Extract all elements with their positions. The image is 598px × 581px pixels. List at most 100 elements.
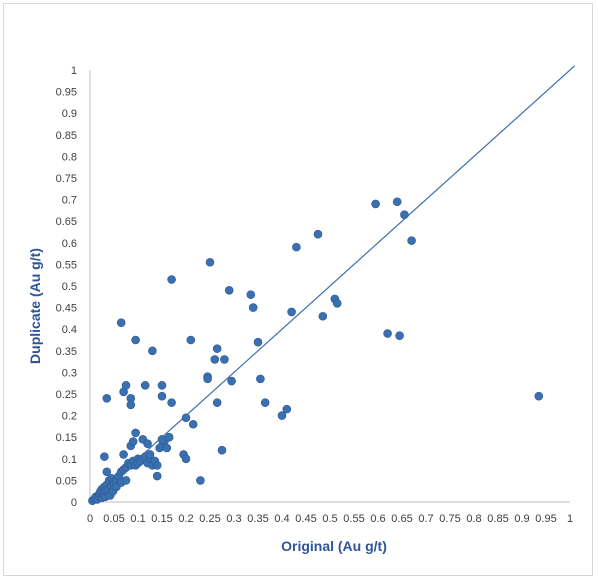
data-point: [143, 439, 152, 448]
x-tick-label: 0.5: [322, 513, 337, 525]
y-tick-label: 0.9: [62, 108, 77, 120]
y-tick-labels: 0 0.05 0.1 0.15 0.2 0.25 0.3 0.35 0.4 0.45 0.5 0.55…: [56, 65, 77, 509]
data-point: [148, 346, 157, 356]
data-point: [157, 391, 167, 401]
data-point: [318, 311, 328, 321]
y-tick-label: 0.85: [56, 130, 77, 142]
data-point: [248, 303, 258, 312]
data-point: [162, 443, 172, 453]
y-tick-label: 0.65: [56, 216, 77, 228]
data-point: [131, 428, 140, 438]
data-point: [212, 398, 222, 407]
x-tick-label: 0.15: [151, 513, 172, 525]
data-point: [167, 275, 176, 284]
data-point: [140, 381, 150, 390]
data-point: [116, 318, 126, 328]
y-tick-label: 0.95: [56, 87, 77, 99]
x-tick-labels: 0 0.05 0.1 0.15 0.2 0.25 0.3 0.35 0.4 0.45 0.5 0.55…: [87, 513, 573, 525]
data-point: [164, 432, 174, 442]
y-tick-label: 0.1: [62, 454, 77, 466]
data-point: [210, 355, 220, 364]
data-point: [196, 476, 205, 485]
data-point: [100, 452, 109, 461]
y-tick-label: 0.15: [56, 432, 77, 444]
y-tick-label: 0.4: [62, 324, 77, 336]
data-point: [152, 471, 162, 481]
data-point: [392, 197, 402, 207]
x-tick-label: 0.45: [295, 513, 316, 525]
data-point: [203, 374, 212, 384]
data-point: [212, 344, 222, 353]
y-tick-label: 0.75: [56, 173, 77, 185]
x-tick-label: 0.95: [535, 513, 556, 525]
x-tick-label: 0.1: [130, 513, 145, 525]
data-point: [102, 394, 112, 403]
x-tick-label: 0.8: [466, 513, 481, 525]
y-tick-label: 0.35: [56, 346, 77, 358]
data-point: [126, 400, 136, 410]
data-point: [227, 376, 236, 386]
data-point: [220, 355, 229, 364]
data-point: [253, 337, 263, 347]
data-point: [217, 445, 227, 455]
data-point: [119, 450, 128, 459]
data-point: [332, 298, 342, 308]
x-tick-label: 0.85: [487, 513, 508, 525]
y-tick-label: 0.2: [62, 411, 77, 423]
x-tick-label: 0.55: [343, 513, 364, 525]
x-tick-label: 0.05: [103, 513, 124, 525]
x-tick-label: 0.9: [514, 513, 529, 525]
y-tick-label: 0.5: [62, 281, 77, 293]
y-tick-label: 0.45: [56, 303, 77, 315]
data-point: [157, 381, 167, 390]
data-point: [152, 460, 162, 470]
y-axis-title: Duplicate (Au g/t): [27, 248, 43, 364]
chart-frame: [3, 3, 593, 576]
data-point: [186, 335, 196, 345]
data-point: [102, 467, 112, 477]
data-point: [157, 435, 167, 444]
data-point: [371, 199, 380, 209]
y-tick-label: 0.25: [56, 389, 77, 401]
x-tick-label: 0.35: [247, 513, 268, 525]
data-point: [313, 229, 323, 239]
data-points: [88, 197, 544, 506]
data-point: [287, 307, 296, 317]
x-tick-label: 0.4: [274, 513, 289, 525]
data-point: [181, 413, 191, 423]
x-tick-label: 0: [87, 513, 93, 525]
data-point: [395, 331, 404, 340]
y-tick-label: 1: [71, 65, 77, 77]
data-point: [145, 450, 155, 459]
y-tick-label: 0.6: [62, 238, 77, 250]
data-point: [407, 236, 416, 245]
data-point: [121, 476, 131, 485]
data-point: [534, 391, 544, 401]
data-point: [256, 374, 265, 384]
data-point: [224, 286, 234, 295]
data-point: [277, 411, 287, 420]
data-point: [181, 454, 191, 464]
data-point: [128, 437, 138, 446]
x-tick-label: 0.65: [391, 513, 412, 525]
x-tick-label: 0.6: [370, 513, 385, 525]
y-tick-label: 0.8: [62, 151, 77, 163]
data-point: [205, 257, 215, 267]
x-tick-label: 0.75: [439, 513, 460, 525]
data-point: [121, 381, 131, 390]
data-point: [131, 335, 140, 345]
y-tick-label: 0.05: [56, 475, 77, 487]
x-tick-label: 1: [567, 513, 573, 525]
y-tick-label: 0: [71, 497, 77, 509]
one-to-one-line: [89, 65, 576, 503]
data-point: [400, 210, 409, 220]
data-point: [383, 329, 392, 338]
y-tick-label: 0.3: [62, 367, 77, 379]
x-tick-label: 0.25: [199, 513, 220, 525]
data-point: [188, 419, 198, 429]
x-tick-label: 0.7: [418, 513, 433, 525]
data-point: [260, 398, 270, 407]
x-axis-title: Original (Au g/t): [281, 538, 387, 554]
data-point: [292, 242, 301, 252]
